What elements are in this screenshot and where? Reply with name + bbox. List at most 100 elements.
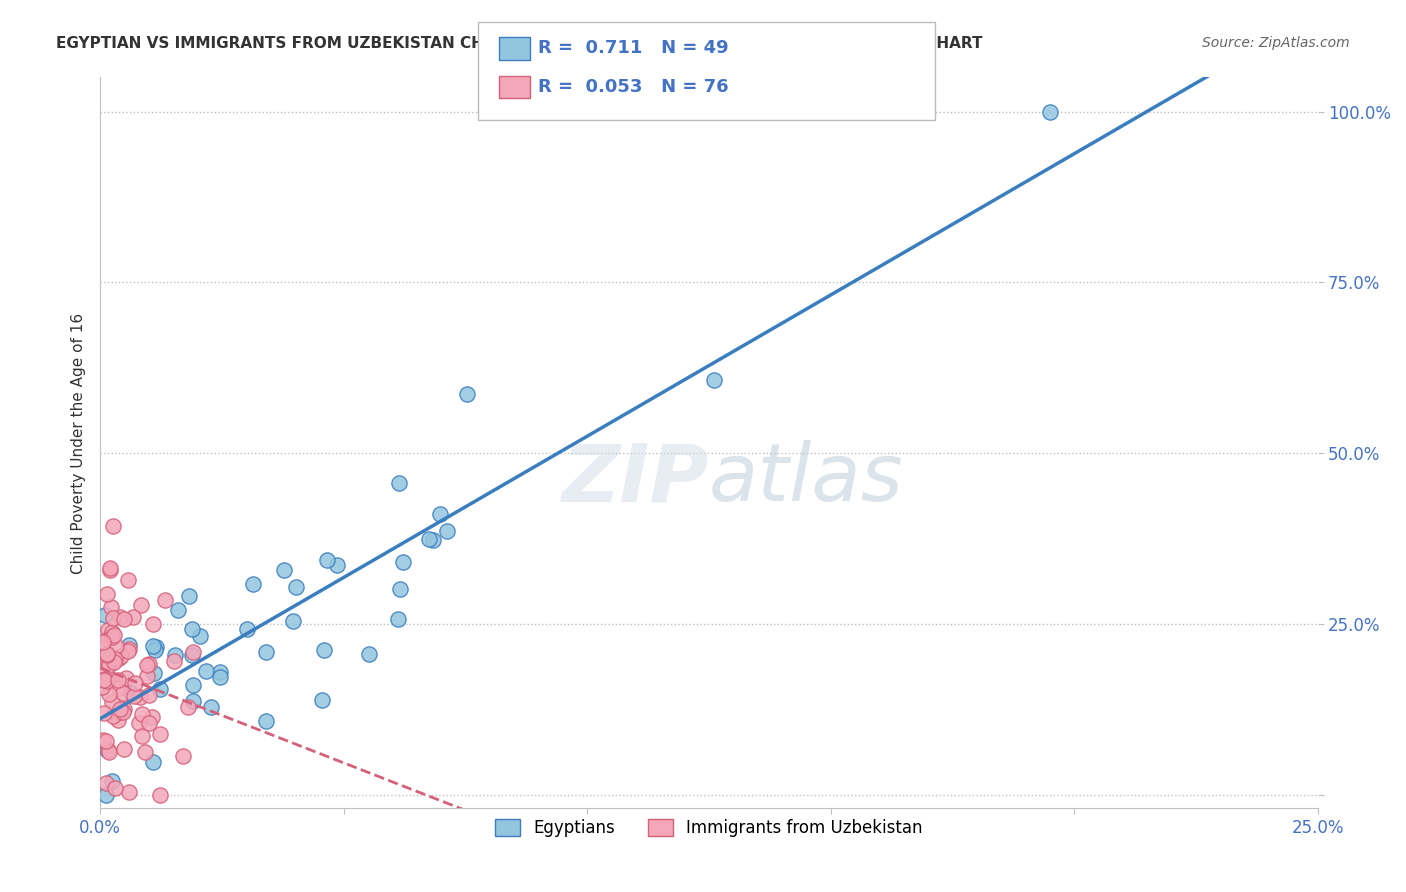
Point — [195, 664, 218, 678]
Legend: Egyptians, Immigrants from Uzbekistan: Egyptians, Immigrants from Uzbekistan — [488, 813, 929, 844]
Point — [118, 638, 141, 652]
Point — [100, 564, 122, 578]
Text: R =  0.711   N = 49: R = 0.711 N = 49 — [538, 39, 730, 57]
Point — [118, 642, 141, 657]
Point — [357, 647, 380, 661]
Point — [107, 681, 129, 695]
Point — [96, 647, 118, 661]
Point — [429, 507, 451, 521]
Point — [89, 658, 111, 673]
Point — [112, 742, 135, 756]
Y-axis label: Child Poverty Under the Age of 16: Child Poverty Under the Age of 16 — [72, 312, 86, 574]
Point — [103, 518, 125, 533]
Point — [101, 630, 124, 644]
Point — [98, 745, 121, 759]
Point — [142, 616, 165, 631]
Point — [122, 690, 145, 704]
Point — [98, 561, 121, 575]
Point — [124, 676, 146, 690]
Point — [107, 713, 129, 727]
Point — [134, 745, 156, 759]
Point — [180, 648, 202, 662]
Point — [93, 706, 115, 720]
Point — [120, 686, 142, 700]
Point — [163, 648, 186, 662]
Text: Source: ZipAtlas.com: Source: ZipAtlas.com — [1202, 36, 1350, 50]
Point — [100, 625, 122, 640]
Point — [135, 657, 157, 672]
Point — [100, 656, 122, 670]
Point — [128, 715, 150, 730]
Point — [177, 700, 200, 714]
Point — [104, 781, 127, 796]
Point — [129, 598, 152, 612]
Point — [101, 708, 124, 723]
Point — [97, 742, 120, 756]
Point — [1039, 104, 1062, 119]
Point — [145, 640, 167, 654]
Point — [96, 733, 118, 747]
Point — [315, 552, 337, 566]
Point — [273, 563, 295, 577]
Point — [138, 657, 160, 671]
Point — [180, 622, 202, 636]
Point — [97, 656, 120, 670]
Point — [172, 748, 194, 763]
Point — [129, 690, 152, 704]
Point — [115, 672, 138, 686]
Point — [117, 573, 139, 587]
Point — [97, 632, 120, 647]
Point — [209, 670, 232, 684]
Point — [149, 788, 172, 802]
Point — [141, 710, 163, 724]
Point — [131, 706, 153, 721]
Point — [100, 600, 122, 615]
Point — [422, 533, 444, 548]
Point — [179, 589, 201, 603]
Point — [96, 586, 118, 600]
Point — [91, 635, 114, 649]
Text: EGYPTIAN VS IMMIGRANTS FROM UZBEKISTAN CHILD POVERTY UNDER THE AGE OF 16 CORRELA: EGYPTIAN VS IMMIGRANTS FROM UZBEKISTAN C… — [56, 36, 983, 51]
Point — [117, 644, 139, 658]
Point — [388, 475, 411, 490]
Point — [236, 622, 259, 636]
Point — [91, 732, 114, 747]
Point — [103, 655, 125, 669]
Point — [143, 643, 166, 657]
Point — [96, 647, 118, 661]
Point — [167, 603, 190, 617]
Point — [312, 642, 335, 657]
Point — [112, 702, 135, 716]
Point — [110, 610, 132, 624]
Point — [388, 582, 411, 596]
Point — [703, 373, 725, 387]
Point — [149, 727, 172, 741]
Point — [112, 705, 135, 719]
Point — [93, 673, 115, 688]
Point — [107, 673, 129, 687]
Point — [254, 714, 277, 728]
Point — [112, 612, 135, 626]
Point — [101, 774, 124, 789]
Point — [311, 693, 333, 707]
Point — [96, 648, 118, 662]
Point — [101, 696, 124, 710]
Point — [456, 387, 478, 401]
Point — [163, 654, 186, 668]
Point — [138, 716, 160, 731]
Point — [181, 694, 204, 708]
Point — [97, 687, 120, 701]
Point — [392, 556, 415, 570]
Point — [93, 673, 115, 688]
Text: R =  0.053   N = 76: R = 0.053 N = 76 — [538, 78, 730, 95]
Point — [242, 576, 264, 591]
Point — [326, 558, 349, 572]
Point — [418, 532, 440, 546]
Point — [118, 785, 141, 799]
Point — [136, 669, 159, 683]
Point — [200, 700, 222, 714]
Point — [97, 658, 120, 673]
Point — [131, 729, 153, 743]
Point — [94, 607, 117, 622]
Point — [110, 649, 132, 664]
